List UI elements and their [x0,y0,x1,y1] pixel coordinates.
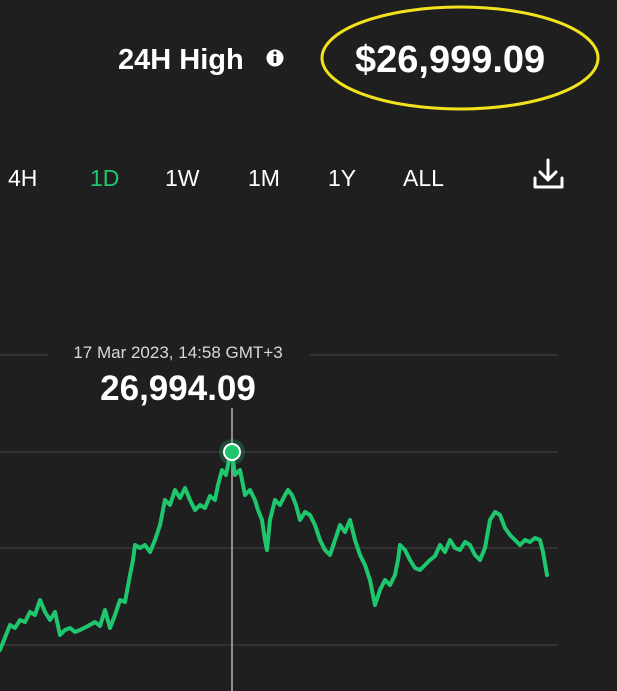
range-tab[interactable]: 1W [165,165,200,191]
download-tray[interactable] [533,176,564,189]
download-button[interactable] [533,158,564,189]
point-marker[interactable] [223,443,241,461]
download-arrow-head[interactable] [538,170,558,182]
stat-label: 24H High [118,44,244,76]
range-tab[interactable]: 1D [90,165,119,191]
tooltip-date: 17 Mar 2023, 14:58 GMT+3 [73,343,282,362]
range-tab[interactable]: 1M [248,165,280,191]
range-tab[interactable]: 4H [8,165,37,191]
range-tabs: 4H 1D 1W 1M 1Y ALL [8,165,444,191]
info-stem[interactable] [273,56,277,63]
tooltip-backdrop [48,340,310,408]
range-tab[interactable]: 1Y [328,165,356,191]
stat-value: $26,999.09 [355,39,545,81]
range-tab[interactable]: ALL [403,165,444,191]
price-line [0,450,549,652]
info-icon[interactable] [266,49,284,67]
info-dot[interactable] [273,51,277,55]
highlight-ellipse [320,5,600,111]
tooltip-value: 26,994.09 [100,369,256,408]
